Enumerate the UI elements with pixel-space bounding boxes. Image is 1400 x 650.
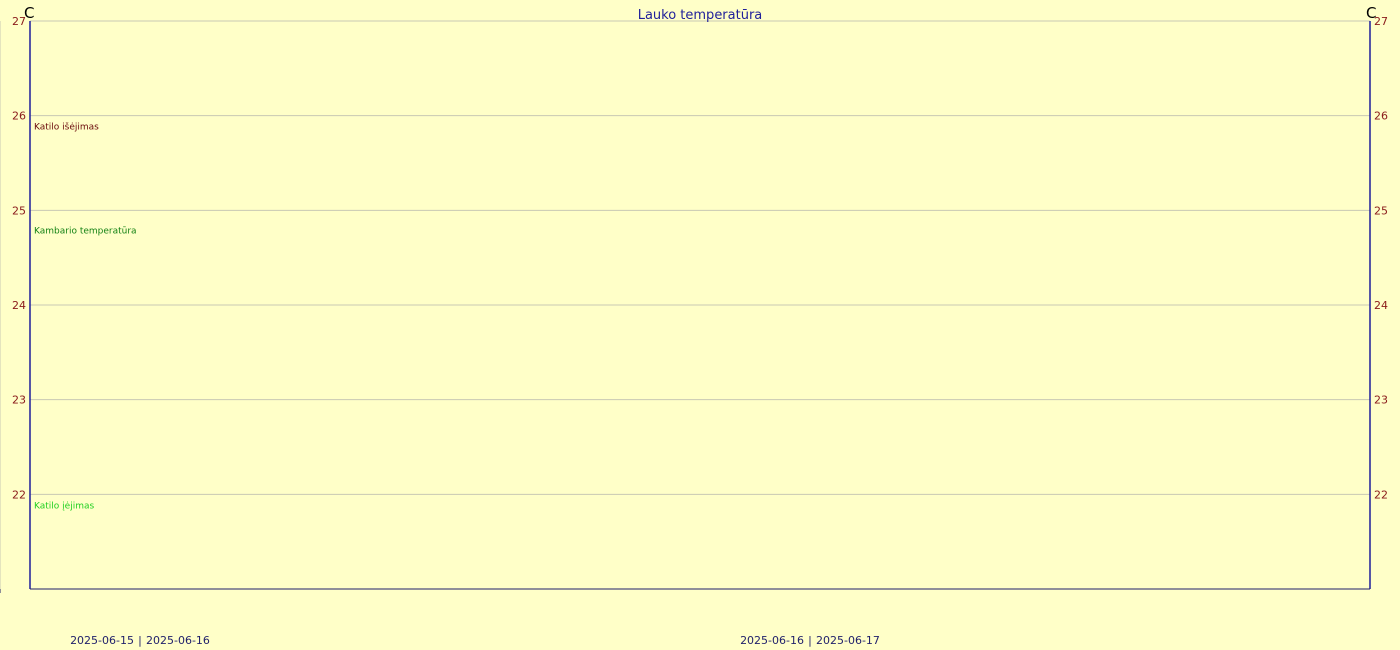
y-tick-label-right: 26 bbox=[1374, 110, 1388, 123]
y-tick-label-left: 26 bbox=[12, 110, 26, 123]
y-tick-label-left: 25 bbox=[12, 204, 26, 217]
y-tick-label-right: 27 bbox=[1374, 15, 1388, 28]
date-label-separator: | bbox=[138, 634, 142, 647]
axes bbox=[0, 21, 1371, 593]
grid bbox=[0, 20, 1370, 589]
date-label-right: 2025-06-16 bbox=[146, 634, 210, 647]
y-unit-right: C bbox=[1366, 4, 1376, 22]
y-tick-label-right: 24 bbox=[1374, 299, 1388, 312]
series-label-1: Kambario temperatūra bbox=[34, 227, 137, 237]
y-tick-label-right: 25 bbox=[1374, 204, 1388, 217]
date-label-left: 2025-06-16 bbox=[740, 634, 804, 647]
date-label-separator: | bbox=[808, 634, 812, 647]
y-tick-label-left: 22 bbox=[12, 488, 26, 501]
y-unit-left: C bbox=[24, 4, 34, 22]
y-tick-label-right: 23 bbox=[1374, 394, 1388, 407]
label-group: 22222323242425252626272715 2115 2215 231… bbox=[12, 15, 1388, 647]
y-tick-label-left: 24 bbox=[12, 299, 26, 312]
date-label-right: 2025-06-17 bbox=[816, 634, 880, 647]
series-label-2: Katilo įėjimas bbox=[34, 501, 94, 511]
chart-title: Lauko temperatūra bbox=[638, 8, 763, 23]
date-label-left: 2025-06-15 bbox=[70, 634, 134, 647]
series-label-0: Katilo išėjimas bbox=[34, 122, 99, 133]
y-tick-label-left: 27 bbox=[12, 15, 26, 28]
y-tick-label-left: 23 bbox=[12, 394, 26, 407]
y-tick-label-right: 22 bbox=[1374, 488, 1388, 501]
